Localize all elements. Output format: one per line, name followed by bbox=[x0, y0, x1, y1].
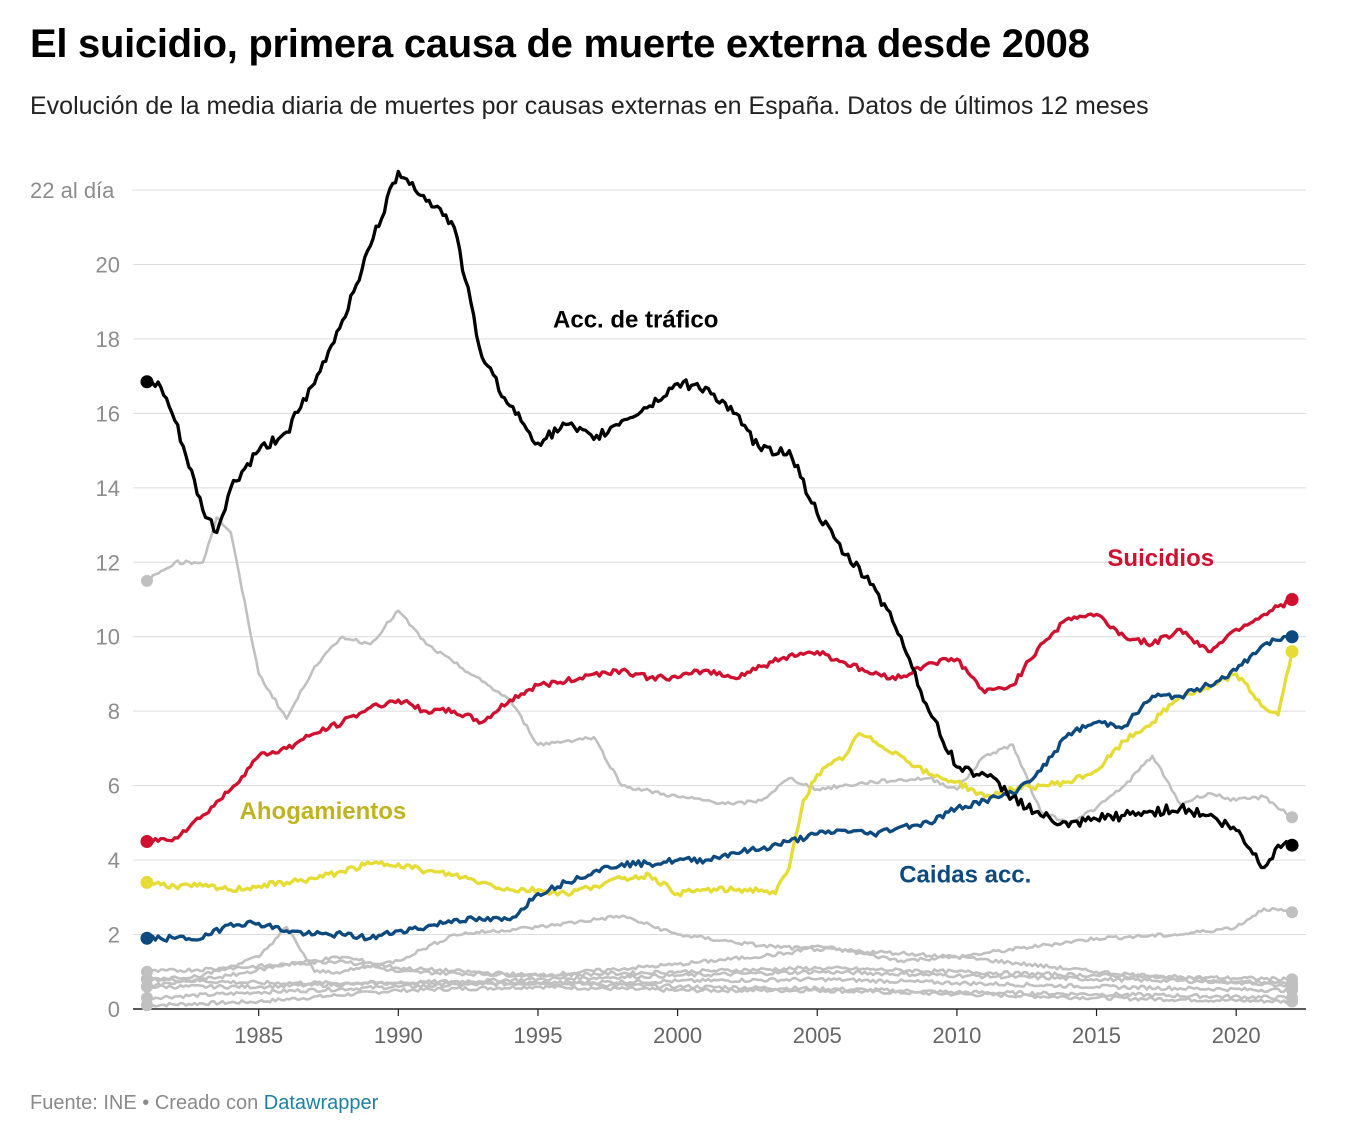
series-line-otros-h bbox=[145, 984, 1294, 1008]
x-tick-label: 2015 bbox=[1072, 1023, 1121, 1048]
series-line-ahogamientos bbox=[145, 649, 1294, 898]
y-tick-label: 20 bbox=[96, 252, 120, 277]
series-end-dot-suicidios bbox=[1285, 593, 1299, 606]
series-end-dot-otros-c bbox=[1286, 980, 1299, 993]
series-end-dot-otros-b bbox=[1286, 906, 1299, 919]
series-line-otros-c bbox=[145, 944, 1294, 988]
datawrapper-link[interactable]: Datawrapper bbox=[263, 1092, 379, 1114]
series-end-dot-ahogamientos bbox=[1285, 645, 1299, 659]
y-tick-label: 16 bbox=[96, 401, 120, 426]
source-footer: Fuente: INE • Creado con Datawrapper bbox=[30, 1092, 378, 1115]
series-line-otros-b bbox=[145, 906, 1294, 982]
grid-lines bbox=[132, 189, 1306, 1010]
series-line-suicidios bbox=[145, 597, 1294, 844]
x-tick-label: 2000 bbox=[653, 1023, 702, 1048]
x-tick-label: 1985 bbox=[234, 1023, 283, 1048]
series-line-caidas-acc bbox=[145, 634, 1294, 943]
x-tick-label: 2005 bbox=[793, 1023, 842, 1048]
series-annotations: Acc. de tráfico Suicidios Ahogamientos Caid… bbox=[240, 307, 1215, 889]
y-tick-label: 6 bbox=[108, 774, 120, 799]
chart-subtitle: Evolución de la media diaria de muertes … bbox=[30, 92, 1149, 120]
series-line-otros-a bbox=[145, 516, 1294, 825]
x-tick-label: 1995 bbox=[513, 1023, 562, 1048]
x-tick-label: 1990 bbox=[374, 1023, 423, 1048]
y-tick-label: 22 al día bbox=[30, 178, 115, 203]
y-tick-label: 0 bbox=[108, 997, 120, 1022]
series-start-dot-ahogamientos bbox=[140, 875, 154, 889]
series-end-dot-caidas-acc bbox=[1285, 630, 1299, 644]
y-tick-label: 18 bbox=[96, 327, 120, 352]
series-end-dot-acc-de-tr-fico bbox=[1285, 838, 1299, 852]
series-line-otros-e bbox=[145, 969, 1294, 986]
y-tick-label: 8 bbox=[108, 699, 120, 724]
series-line-otros-g bbox=[145, 980, 1294, 1001]
y-tick-label: 4 bbox=[108, 848, 120, 873]
chart-title: El suicidio, primera causa de muerte ext… bbox=[30, 22, 1090, 66]
series-start-dot-otros-g bbox=[140, 991, 153, 1004]
series-line-otros-f bbox=[145, 976, 1294, 994]
series-start-dot-suicidios bbox=[140, 834, 154, 848]
x-tick-label: 2020 bbox=[1212, 1023, 1261, 1048]
x-axis-labels: 1985 1990 1995 2000 2005 2010 2015 2020 bbox=[234, 1009, 1261, 1048]
series-label: Ahogamientos bbox=[240, 798, 407, 825]
series-start-dot-acc-de-tr-fico bbox=[140, 375, 154, 389]
series-start-dot-caidas-acc bbox=[140, 931, 154, 945]
series-lines bbox=[140, 169, 1299, 1012]
y-tick-label: 10 bbox=[96, 625, 120, 650]
series-start-dot-otros-b bbox=[140, 973, 153, 986]
y-tick-label: 2 bbox=[108, 923, 120, 948]
y-tick-label: 12 bbox=[96, 550, 120, 575]
series-label: Suicidios bbox=[1107, 545, 1214, 572]
series-line-otros-d bbox=[145, 959, 1294, 983]
series-start-dot-otros-a bbox=[140, 574, 153, 587]
series-label: Acc. de tráfico bbox=[553, 307, 718, 334]
x-tick-label: 2010 bbox=[932, 1023, 981, 1048]
series-end-dot-otros-a bbox=[1286, 811, 1299, 824]
series-label: Caidas acc. bbox=[899, 861, 1031, 888]
source-text: Fuente: INE • Creado con bbox=[30, 1092, 264, 1114]
series-line-acc-de-tr-fico bbox=[145, 169, 1294, 870]
y-tick-label: 14 bbox=[96, 476, 120, 501]
